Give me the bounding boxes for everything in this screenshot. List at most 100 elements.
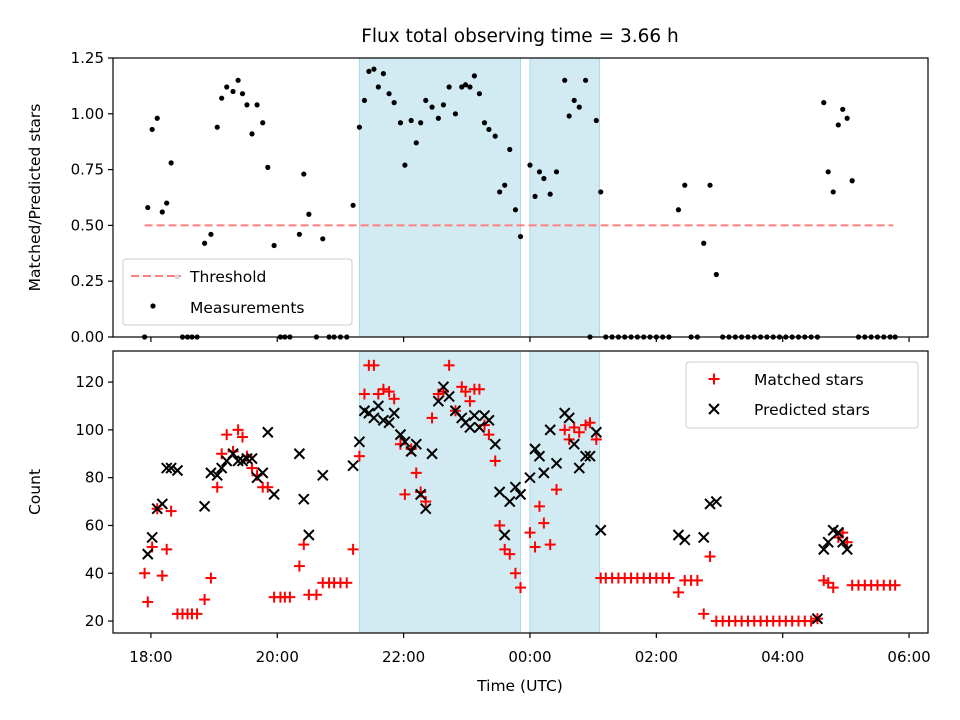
y-tick-label: 0.75 bbox=[71, 161, 104, 179]
cross-stroke bbox=[372, 400, 385, 412]
bottom-legend-box bbox=[685, 361, 919, 429]
predicted-star-point bbox=[841, 543, 853, 556]
matched-star-point bbox=[227, 445, 239, 457]
cross-stroke bbox=[368, 412, 380, 424]
cross-stroke bbox=[156, 498, 168, 510]
predicted-star-point bbox=[394, 428, 407, 441]
predicted-star-point bbox=[160, 462, 173, 474]
matched-star-point bbox=[499, 543, 511, 555]
predicted-star-point bbox=[822, 536, 834, 548]
measurement-point bbox=[265, 164, 271, 170]
cross-stroke bbox=[524, 471, 536, 484]
x-tick-label: 00:00 bbox=[508, 648, 551, 666]
measurement-point bbox=[380, 71, 387, 77]
cross-stroke bbox=[347, 460, 359, 472]
predicted-star-point bbox=[437, 381, 450, 393]
top-shaded-regions bbox=[358, 57, 600, 338]
predicted-star-point bbox=[464, 421, 476, 434]
measurement-point bbox=[429, 104, 435, 110]
predicted-star-point bbox=[818, 543, 830, 556]
predicted-star-point bbox=[524, 471, 536, 484]
bottom-y-ticks: 20 40 60 80 100 120 bbox=[75, 373, 113, 630]
matched-star-point bbox=[161, 543, 173, 555]
matched-star-point bbox=[372, 388, 384, 400]
cross-stroke bbox=[832, 526, 844, 539]
predicted-star-point bbox=[146, 531, 158, 544]
cross-stroke bbox=[317, 469, 329, 481]
cross-stroke bbox=[171, 464, 184, 477]
measurement-point bbox=[825, 169, 831, 175]
predicted-star-point bbox=[550, 457, 563, 470]
cross-stroke bbox=[504, 495, 516, 508]
bottom-y-axis-label: Count bbox=[26, 469, 44, 515]
measurement-point bbox=[301, 171, 307, 177]
predicted-star-point bbox=[704, 498, 716, 510]
cross-stroke bbox=[293, 448, 306, 460]
top-legend: Threshold Measurements bbox=[122, 258, 353, 326]
ratio-panel: 0.00 0.25 0.50 0.75 1.00 1.25 Matched/Predict… bbox=[26, 49, 929, 346]
y-tick-label: 0.00 bbox=[71, 328, 104, 346]
top-y-ticks: 0.00 0.25 0.50 0.75 1.00 1.25 bbox=[71, 49, 113, 346]
matched-star-point bbox=[293, 560, 305, 572]
cross-stroke bbox=[241, 452, 253, 465]
cross-stroke bbox=[410, 438, 422, 450]
measurement-point bbox=[476, 91, 483, 97]
cross-stroke bbox=[533, 450, 546, 462]
matched-star-point bbox=[347, 543, 359, 555]
matched-star-point bbox=[533, 500, 545, 512]
predicted-star-point bbox=[368, 412, 380, 424]
matched-star-point bbox=[377, 383, 389, 395]
predicted-star-point bbox=[832, 526, 844, 539]
legend-matched-label: Matched stars bbox=[754, 371, 864, 389]
predicted-star-point bbox=[257, 467, 269, 479]
cross-stroke bbox=[405, 445, 417, 458]
measurement-point bbox=[547, 191, 553, 197]
measurement-point bbox=[849, 178, 855, 184]
predicted-star-point bbox=[205, 467, 217, 479]
measurement-point bbox=[675, 207, 682, 213]
measurement-point bbox=[835, 122, 841, 128]
measurement-point bbox=[164, 200, 170, 206]
cross-stroke bbox=[146, 531, 158, 544]
measurement-point bbox=[593, 117, 599, 124]
measurement-point bbox=[446, 84, 452, 90]
matched-star-point bbox=[691, 574, 703, 586]
measurement-point bbox=[219, 95, 225, 101]
cross-stroke bbox=[538, 467, 550, 479]
measurement-point bbox=[512, 207, 519, 213]
bottom-x-ticks: 18:00 20:00 22:00 00:00 02:00 04:00 06:00 bbox=[129, 633, 931, 666]
matched-star-point bbox=[191, 608, 203, 620]
matched-star-point bbox=[410, 467, 422, 479]
legend-measurements-label: Measurements bbox=[190, 299, 305, 317]
cross-stroke bbox=[584, 450, 596, 462]
measurement-point bbox=[562, 77, 568, 83]
y-tick-label: 0.50 bbox=[71, 216, 104, 234]
cross-stroke bbox=[827, 524, 839, 536]
predicted-star-point bbox=[579, 450, 592, 462]
matched-star-point bbox=[383, 386, 395, 398]
measurement-point bbox=[844, 115, 850, 121]
predicted-star-point bbox=[468, 409, 481, 422]
cross-stroke bbox=[426, 448, 438, 460]
cross-stroke bbox=[698, 531, 710, 544]
measurement-point bbox=[397, 120, 404, 126]
measurement-point bbox=[386, 91, 392, 97]
predicted-star-point bbox=[538, 467, 550, 479]
cross-stroke bbox=[483, 414, 495, 427]
measurement-point bbox=[435, 115, 441, 121]
matched-star-point bbox=[494, 519, 506, 531]
cross-stroke bbox=[437, 381, 450, 393]
matched-star-point bbox=[388, 393, 400, 405]
measurement-point bbox=[821, 100, 827, 106]
cross-stroke bbox=[160, 462, 173, 474]
legend-threshold-label: Threshold bbox=[189, 268, 266, 286]
measurement-point bbox=[214, 124, 220, 130]
measurement-point bbox=[371, 66, 377, 72]
y-tick-label: 100 bbox=[75, 421, 104, 439]
matched-star-point bbox=[420, 496, 432, 508]
cross-stroke bbox=[672, 529, 685, 541]
y-tick-label: 80 bbox=[85, 469, 104, 487]
measurement-point bbox=[271, 242, 277, 249]
predicted-star-point bbox=[584, 450, 596, 462]
